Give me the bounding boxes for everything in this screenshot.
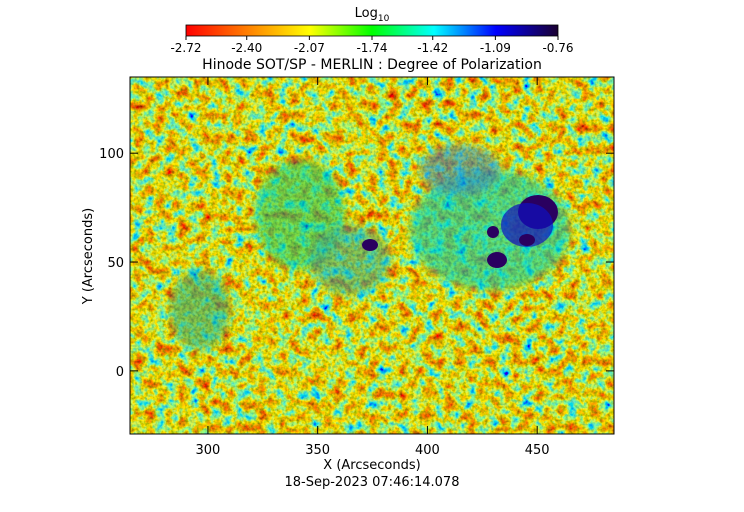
colorbar-tick-label: -1.42 <box>417 41 448 55</box>
x-tick-label: 350 <box>305 443 330 458</box>
colorbar-tick-label: -1.09 <box>480 41 511 55</box>
x-tick-label: 400 <box>415 443 440 458</box>
colorbar <box>185 24 559 37</box>
chart-title: Hinode SOT/SP - MERLIN : Degree of Polar… <box>202 57 542 73</box>
colorbar-label-main: Log <box>355 6 378 21</box>
x-tick-label: 300 <box>196 443 221 458</box>
colorbar-tick-label: -2.07 <box>294 41 325 55</box>
colorbar-tick-label: -1.74 <box>356 41 387 55</box>
y-axis-label: Y (Arcseconds) <box>81 208 96 305</box>
y-tick-label: 100 <box>99 147 124 162</box>
colorbar-tick-label: -2.72 <box>170 41 201 55</box>
colorbar-tick-label: -0.76 <box>542 41 573 55</box>
colorbar-label: Log10 <box>355 6 390 24</box>
colorbar-tick-label: -2.40 <box>231 41 262 55</box>
y-tick-label: 0 <box>116 365 124 380</box>
colorbar-label-sub: 10 <box>378 14 390 24</box>
plot-frame <box>129 76 615 435</box>
x-axis-label: X (Arcseconds) <box>323 458 420 473</box>
polarization-image <box>130 77 614 434</box>
y-tick-label: 50 <box>107 256 124 271</box>
x-tick-label: 450 <box>525 443 550 458</box>
timestamp: 18-Sep-2023 07:46:14.078 <box>285 475 460 490</box>
